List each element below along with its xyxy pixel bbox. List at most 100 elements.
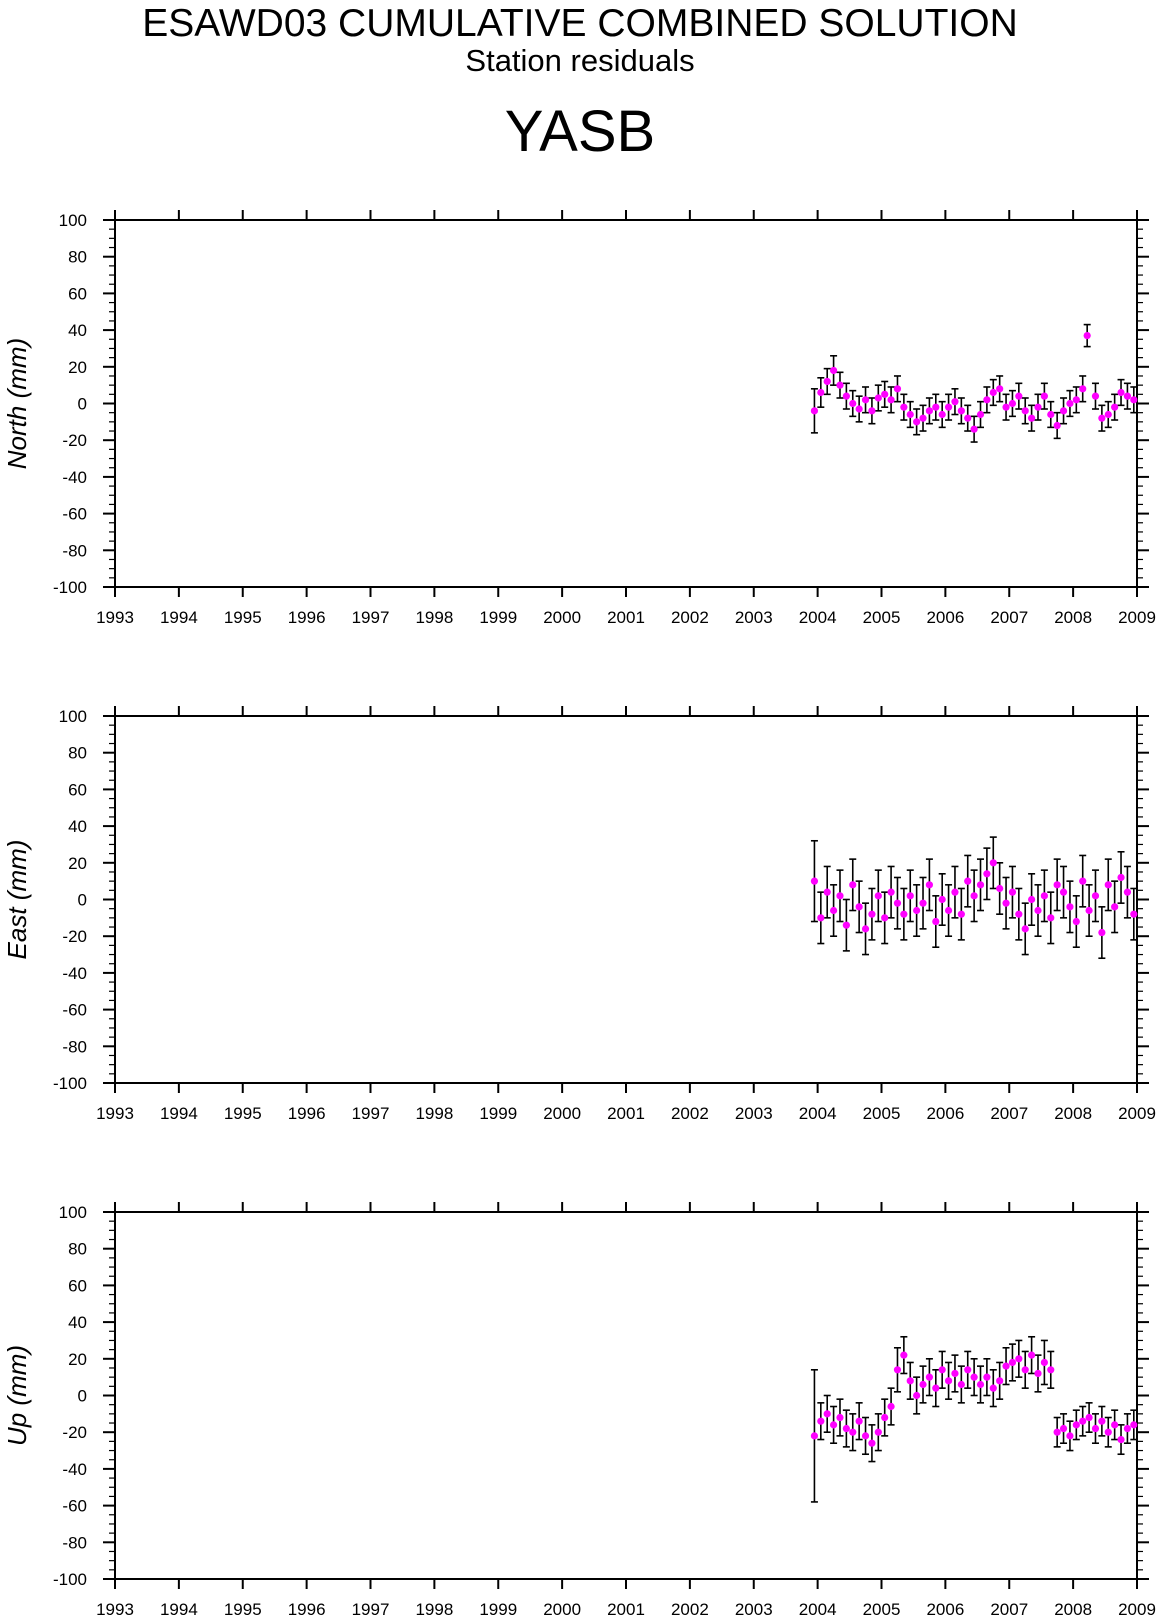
panel-up: 1993 1994 1995 1996 1997 1998 1999 2000 2001 2002…	[2, 1202, 1156, 1619]
data-point	[957, 1380, 965, 1389]
y-tick-label: -100	[53, 1074, 87, 1093]
data-point	[1059, 407, 1068, 415]
data-point	[817, 914, 825, 922]
data-point	[1072, 396, 1080, 404]
y-tick-label: -80	[62, 541, 87, 560]
y-tick-label: 80	[68, 744, 87, 763]
x-tick-label: 1994	[160, 1600, 198, 1619]
x-tick-label: 2000	[543, 1104, 581, 1123]
x-tick-label: 1997	[352, 1104, 390, 1123]
y-tick-label: -20	[62, 927, 87, 946]
data-point	[944, 403, 953, 411]
y-tick-label: -80	[62, 1037, 87, 1056]
data-point	[887, 396, 895, 404]
data-point	[810, 1432, 819, 1440]
x-tick-label: 2006	[926, 608, 964, 627]
data-point	[1117, 873, 1125, 882]
data-point	[1066, 399, 1074, 408]
x-tick-label: 1998	[415, 1104, 453, 1123]
y-tick-label: -40	[62, 964, 87, 983]
data-point	[1034, 906, 1042, 915]
data-point	[1091, 892, 1100, 900]
y-tick-label: 60	[68, 1276, 87, 1295]
data-point	[913, 1391, 921, 1400]
data-point	[957, 407, 965, 415]
x-tick-label: 2003	[735, 1600, 773, 1619]
data-point	[996, 884, 1004, 893]
data-point	[1053, 881, 1061, 889]
data-point	[1028, 1351, 1036, 1359]
data-point	[1072, 1421, 1080, 1429]
data-point	[1021, 1366, 1029, 1374]
data-point	[932, 403, 940, 411]
data-point	[989, 859, 997, 867]
y-tick-label: -20	[62, 431, 87, 450]
y-tick-label: 40	[68, 321, 87, 340]
x-tick-label: 2001	[607, 1104, 645, 1123]
y-tick-label: -80	[62, 1533, 87, 1552]
data-point	[810, 407, 819, 415]
data-point	[868, 407, 876, 415]
data-point	[1002, 403, 1010, 411]
panel-east: 1993 1994 1995 1996 1997 1998 1999 2000 2001 2002…	[2, 706, 1156, 1123]
data-point	[925, 881, 934, 889]
data-point	[1130, 396, 1138, 404]
y-tick-label: 20	[68, 854, 87, 873]
data-point	[1111, 1421, 1119, 1429]
data-point	[842, 392, 850, 400]
x-tick-label: 1999	[479, 1600, 517, 1619]
data-point	[1123, 392, 1132, 400]
x-tick-label: 2006	[926, 1104, 964, 1123]
data-point	[964, 1366, 972, 1374]
data-point	[887, 1402, 895, 1411]
data-point	[868, 910, 876, 918]
y-tick-label: 0	[78, 1387, 87, 1406]
data-point	[881, 914, 889, 922]
data-point	[983, 1373, 991, 1381]
y-tick-label: -60	[62, 505, 87, 524]
data-point	[893, 385, 902, 393]
data-point	[925, 1373, 934, 1381]
data-point	[1059, 1424, 1068, 1433]
data-point	[919, 414, 927, 422]
data-point	[989, 388, 997, 397]
data-point	[849, 881, 857, 889]
x-tick-label: 1998	[415, 1600, 453, 1619]
data-point	[1066, 903, 1074, 911]
data-point	[938, 895, 946, 904]
x-tick-label: 1995	[224, 1600, 262, 1619]
data-point	[976, 881, 985, 889]
data-point	[1015, 910, 1023, 918]
data-point	[913, 418, 921, 426]
x-tick-label: 1994	[160, 608, 198, 627]
y-tick-label: 100	[59, 1203, 87, 1222]
data-point	[1002, 899, 1010, 907]
data-point	[976, 1380, 985, 1389]
data-point	[957, 910, 965, 918]
data-point	[1123, 888, 1132, 896]
data-point	[874, 394, 882, 402]
data-point	[989, 1384, 997, 1392]
data-point	[1034, 1369, 1042, 1378]
x-tick-label: 2002	[671, 608, 709, 627]
y-tick-label: -60	[62, 1001, 87, 1020]
data-point	[861, 396, 870, 404]
x-tick-label: 2009	[1118, 1600, 1156, 1619]
y-tick-label: -60	[62, 1497, 87, 1516]
data-point	[925, 407, 934, 415]
data-point	[1098, 928, 1106, 937]
x-tick-label: 2001	[607, 608, 645, 627]
data-point	[836, 381, 844, 389]
y-tick-label: 60	[68, 780, 87, 799]
data-point	[823, 377, 831, 386]
data-point	[913, 906, 921, 915]
x-tick-label: 2004	[799, 1600, 837, 1619]
data-point	[855, 903, 863, 911]
data-point	[1130, 910, 1138, 918]
data-point	[951, 1369, 959, 1378]
x-tick-label: 2005	[863, 608, 901, 627]
data-point	[983, 870, 991, 878]
data-point	[823, 888, 831, 896]
plot-frame	[114, 219, 1138, 588]
x-tick-label: 1998	[415, 608, 453, 627]
